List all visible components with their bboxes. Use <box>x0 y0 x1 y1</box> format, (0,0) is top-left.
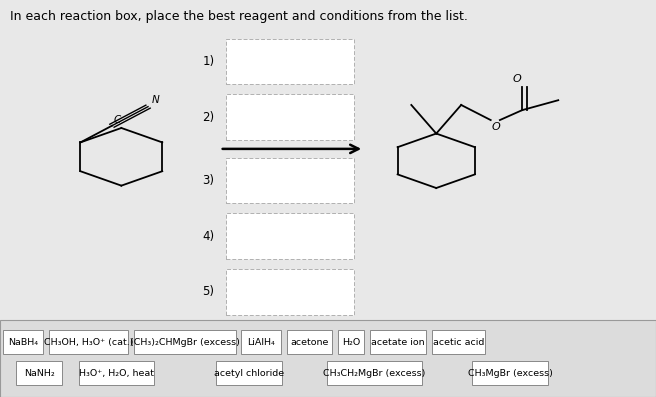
Bar <box>3 330 43 354</box>
Text: 5): 5) <box>203 285 215 298</box>
Text: H₃O⁺, H₂O, heat: H₃O⁺, H₂O, heat <box>79 369 154 378</box>
Bar <box>241 330 281 354</box>
Text: N: N <box>152 95 159 105</box>
Text: C: C <box>114 115 121 125</box>
Text: LiAlH₄: LiAlH₄ <box>247 338 275 347</box>
Text: acetic acid: acetic acid <box>433 338 484 347</box>
Bar <box>216 361 282 385</box>
Text: CH₃MgBr (excess): CH₃MgBr (excess) <box>468 369 552 378</box>
Bar <box>472 361 548 385</box>
Bar <box>327 361 422 385</box>
Bar <box>0 320 656 397</box>
Text: 4): 4) <box>203 230 215 243</box>
Bar <box>226 94 354 140</box>
Bar <box>79 361 154 385</box>
Text: acetate ion: acetate ion <box>371 338 424 347</box>
Bar <box>226 39 354 85</box>
Text: CH₃CH₂MgBr (excess): CH₃CH₂MgBr (excess) <box>323 369 426 378</box>
Text: NaBH₄: NaBH₄ <box>8 338 38 347</box>
Text: In each reaction box, place the best reagent and conditions from the list.: In each reaction box, place the best rea… <box>10 10 468 23</box>
Text: O: O <box>492 122 501 132</box>
Text: acetone: acetone <box>291 338 329 347</box>
Text: (CH₃)₂CHMgBr (excess): (CH₃)₂CHMgBr (excess) <box>131 338 240 347</box>
Bar <box>432 330 485 354</box>
Text: 3): 3) <box>203 174 215 187</box>
Text: acetyl chloride: acetyl chloride <box>215 369 284 378</box>
Text: CH₃OH, H₃O⁺ (cat.): CH₃OH, H₃O⁺ (cat.) <box>44 338 133 347</box>
Bar <box>134 330 236 354</box>
Text: H₂O: H₂O <box>342 338 360 347</box>
Bar <box>338 330 364 354</box>
Bar <box>370 330 426 354</box>
Text: 2): 2) <box>203 111 215 123</box>
Bar <box>49 330 128 354</box>
Bar <box>226 214 354 259</box>
Bar <box>226 269 354 314</box>
Text: NaNH₂: NaNH₂ <box>24 369 54 378</box>
Bar <box>287 330 332 354</box>
Text: 1): 1) <box>203 55 215 68</box>
Bar <box>226 158 354 203</box>
Bar <box>16 361 62 385</box>
Text: O: O <box>512 74 522 84</box>
